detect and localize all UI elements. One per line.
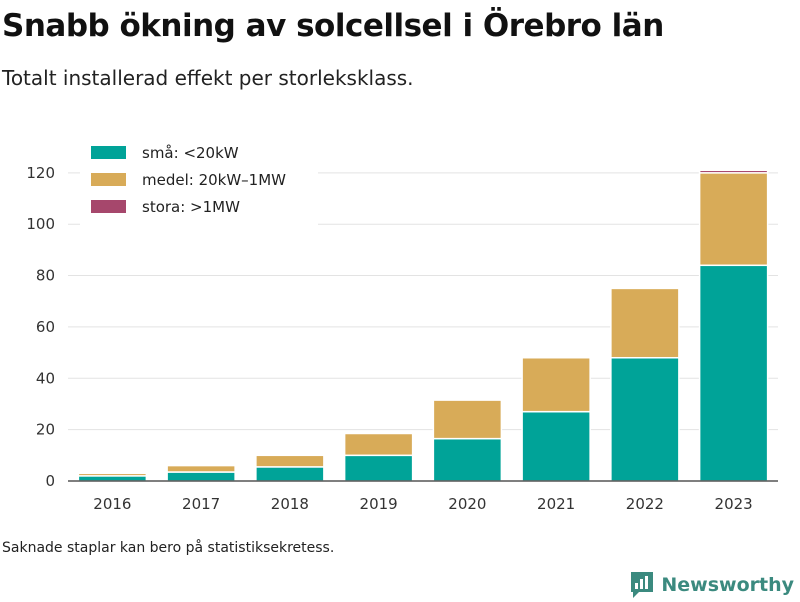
- y-tick-label: 60: [36, 318, 55, 336]
- legend-label: medel: 20kW–1MW: [142, 171, 286, 189]
- bar-segment: [343, 432, 414, 457]
- bar-segment: [77, 475, 148, 482]
- bar-segment: [521, 356, 591, 413]
- bar-segment: [166, 471, 236, 482]
- bar-segment: [698, 264, 769, 482]
- bar-segment: [521, 410, 591, 482]
- legend-label: stora: >1MW: [142, 198, 240, 216]
- newsworthy-logo-icon: [631, 572, 654, 598]
- legend-swatch: [91, 200, 126, 213]
- bar-segment: [698, 169, 769, 174]
- legend-label: små: <20kW: [142, 144, 239, 162]
- x-tick-label: 2022: [626, 495, 664, 513]
- bar-segment: [255, 454, 325, 468]
- legend-swatch: [91, 173, 126, 186]
- bar-segment: [432, 399, 503, 440]
- bar-segment: [255, 466, 325, 482]
- legend-swatch: [91, 146, 126, 159]
- chart-subtitle: Totalt installerad effekt per storlekskl…: [2, 66, 414, 90]
- brand: Newsworthy: [629, 568, 794, 602]
- bar-segment: [698, 172, 769, 267]
- brand-name: Newsworthy: [661, 574, 794, 596]
- y-tick-label: 20: [36, 421, 55, 439]
- x-tick-label: 2023: [715, 495, 753, 513]
- y-tick-label: 40: [36, 369, 55, 387]
- bar-segment: [432, 437, 503, 482]
- x-tick-label: 2019: [360, 495, 398, 513]
- y-tick-label: 100: [26, 215, 55, 233]
- x-tick-label: 2016: [93, 495, 131, 513]
- x-tick-label: 2021: [537, 495, 575, 513]
- y-tick-label: 80: [36, 267, 55, 285]
- chart-title: Snabb ökning av solcellsel i Örebro län: [2, 8, 664, 44]
- footnote: Saknade staplar kan bero på statistiksek…: [2, 540, 335, 556]
- bar-segment: [166, 464, 236, 473]
- y-tick-label: 0: [45, 472, 55, 490]
- y-tick-label: 120: [26, 164, 55, 182]
- stacked-bar-chart: 0 20 40 60 80 100 120 2016 2017 2018 2019 2020 2021 2…: [26, 138, 778, 513]
- bar-segment: [343, 454, 414, 482]
- bar-segment: [77, 472, 148, 477]
- x-tick-label: 2017: [182, 495, 220, 513]
- x-tick-label: 2018: [271, 495, 309, 513]
- bar-segment: [610, 356, 680, 482]
- x-tick-label: 2020: [448, 495, 486, 513]
- bar-segment: [610, 287, 680, 359]
